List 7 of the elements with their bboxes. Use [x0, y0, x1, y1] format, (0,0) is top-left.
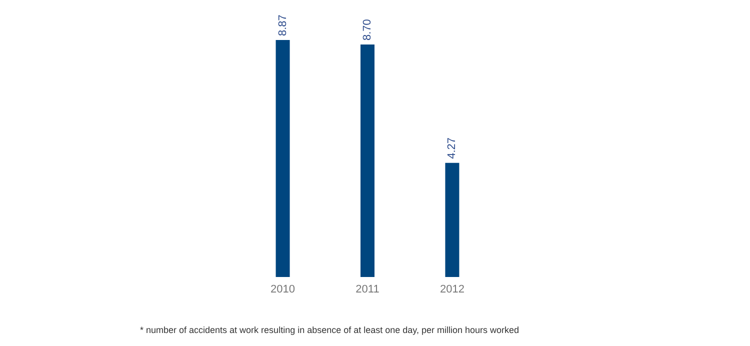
text: * number of accidents at work resulting in absence of at least one day, per million hours worked [140, 325, 520, 335]
x-tick-label: 2012 [440, 284, 464, 296]
x-tick-label: 2011 [356, 284, 380, 296]
data-label: 8.87 [276, 14, 289, 36]
data-label: 4.27 [446, 137, 458, 159]
x-tick-label: 2010 [270, 284, 296, 296]
data-label: 8.70 [362, 19, 374, 41]
